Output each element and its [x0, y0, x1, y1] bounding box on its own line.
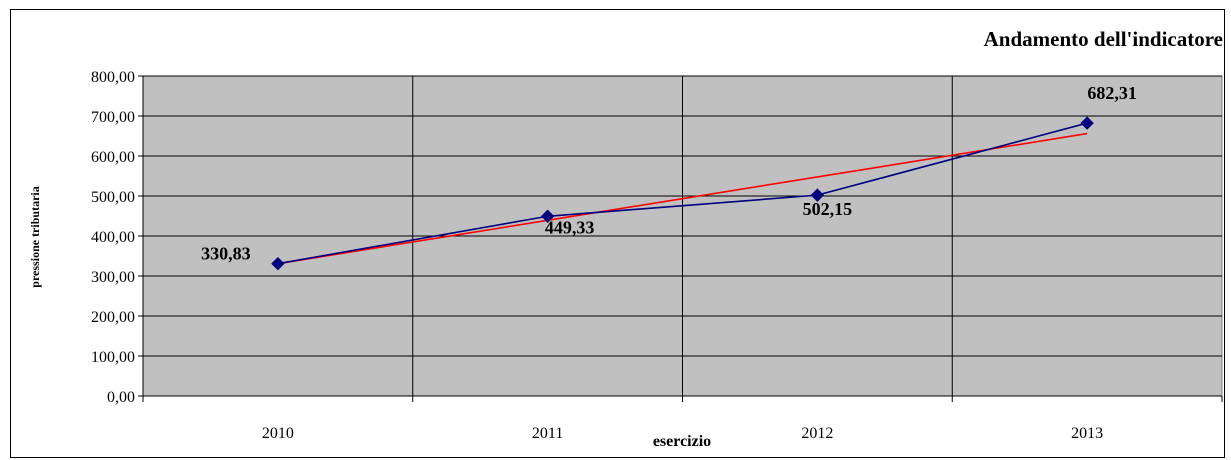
- x-tick-label: 2012: [801, 425, 833, 442]
- data-label: 449,33: [545, 217, 595, 237]
- data-point-marker: [271, 256, 285, 271]
- y-axis-title: pressione tributaria: [28, 186, 42, 287]
- y-tick-label: 600,00: [91, 149, 135, 166]
- x-axis-title: esercizio: [653, 433, 711, 450]
- x-tick-label: 2010: [262, 425, 294, 442]
- x-tick-label: 2011: [532, 425, 563, 442]
- data-label: 682,31: [1087, 83, 1137, 103]
- data-point-marker: [810, 188, 825, 202]
- y-tick-label: 300,00: [91, 269, 135, 286]
- y-tick-label: 700,00: [91, 109, 135, 126]
- data-label: 502,15: [803, 199, 853, 219]
- data-point-marker: [1080, 116, 1094, 130]
- data-label: 330,83: [201, 244, 251, 264]
- y-tick-label: 100,00: [91, 349, 135, 366]
- series-line: [277, 122, 1088, 265]
- chart-title: Andamento dell'indicatore: [984, 27, 1223, 51]
- y-tick-label: 400,00: [91, 229, 135, 246]
- y-tick-label: 500,00: [91, 189, 135, 206]
- x-tick-label: 2013: [1071, 425, 1103, 442]
- y-tick-label: 800,00: [91, 69, 135, 86]
- data-point-marker: [540, 209, 555, 223]
- trendline: [277, 132, 1088, 265]
- y-tick-label: 200,00: [91, 309, 135, 326]
- y-tick-label: 0,00: [107, 389, 135, 406]
